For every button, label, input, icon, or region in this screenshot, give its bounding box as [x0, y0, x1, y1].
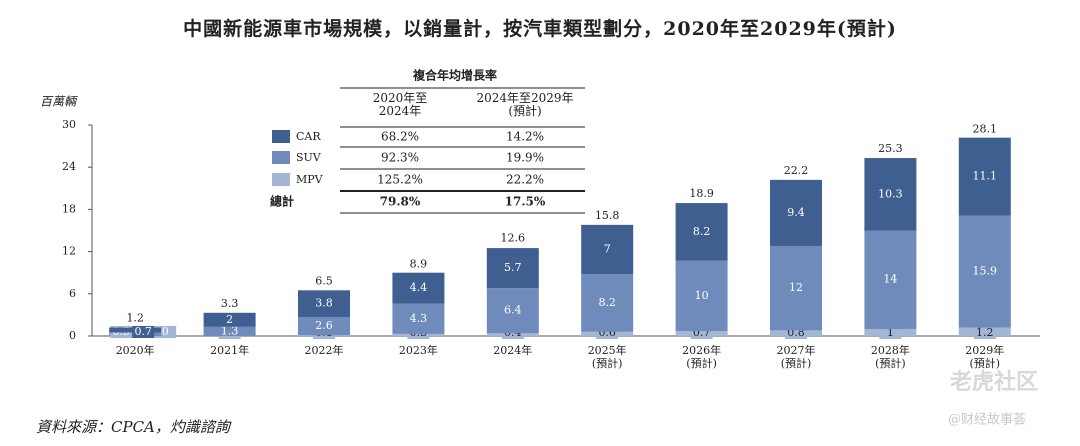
- legend-label: CAR: [296, 130, 321, 143]
- data-label: 11.1: [973, 170, 998, 183]
- bar-segment: [486, 288, 539, 334]
- data-label: 10: [695, 289, 709, 302]
- y-tick-label: 12: [62, 245, 76, 258]
- total-label: 12.6: [501, 231, 526, 244]
- y-axis-label: 百萬輛: [40, 95, 78, 109]
- source: 資料來源：CPCA，灼識諮詢: [36, 418, 232, 436]
- table-cell: 19.9%: [506, 151, 544, 165]
- bar-segment: [486, 248, 539, 289]
- x-tick-label: 2025年 (預計): [587, 344, 627, 370]
- data-label: 15.9: [973, 265, 998, 278]
- data-label: 1.3: [221, 324, 239, 337]
- legend-label: SUV: [296, 151, 322, 164]
- data-label: 9.4: [787, 206, 805, 219]
- total-label: 1.2: [126, 312, 144, 325]
- bar-segment: [770, 179, 822, 246]
- total-label: 8.9: [410, 257, 428, 270]
- data-label: 1: [887, 326, 894, 339]
- legend-swatch: [272, 173, 290, 186]
- bar-segment: [581, 274, 634, 332]
- data-label: 12: [789, 281, 803, 294]
- legend-swatch: [272, 130, 290, 143]
- bar-segment: [203, 326, 256, 336]
- x-tick-label: 2023年: [398, 344, 438, 357]
- bar-segment: [958, 215, 1011, 328]
- bar-segment: [203, 312, 256, 327]
- data-label: 2.6: [315, 319, 333, 332]
- bar-segment: [298, 290, 350, 318]
- data-label: 8.2: [598, 296, 616, 309]
- total-label: 22.2: [784, 164, 809, 177]
- table-row-label: 總計: [270, 194, 294, 209]
- watermark: @财经故事荟: [948, 413, 1026, 428]
- x-tick-label: 2029年 (預計): [965, 344, 1005, 370]
- table-cell: 22.2%: [506, 173, 544, 187]
- bar-segment: [298, 317, 350, 336]
- data-label: 10.3: [878, 187, 903, 200]
- data-label: 0: [162, 325, 169, 338]
- data-label: 8.2: [693, 225, 711, 238]
- table-cell: 14.2%: [506, 130, 544, 144]
- chart-title: 中國新能源車市場規模，以銷量計，按汽車類型劃分，2020年至2029年(預計): [183, 17, 897, 40]
- table-header: 2020年至 2024年: [372, 91, 428, 118]
- label-bg: [879, 327, 902, 339]
- data-label: 0.7: [134, 325, 152, 338]
- data-label: 4.3: [410, 312, 428, 325]
- bar-segment: [392, 303, 445, 334]
- data-label: 14: [883, 273, 897, 286]
- label-bg: [132, 326, 155, 338]
- data-label: 5.7: [504, 261, 522, 274]
- bar-segment: [864, 158, 917, 231]
- total-label: 6.5: [315, 274, 333, 287]
- bar-segment: [581, 224, 634, 275]
- table-cell: 92.3%: [381, 151, 419, 165]
- x-tick-label: 2028年 (預計): [870, 344, 910, 370]
- y-tick-label: 0: [69, 329, 76, 342]
- bar-segment: [392, 272, 445, 304]
- y-tick-label: 6: [69, 287, 76, 300]
- x-tick-label: 2020年: [115, 344, 155, 357]
- data-label: 4.4: [410, 281, 428, 294]
- x-tick-label: 2022年: [304, 344, 344, 357]
- watermark: 老虎社区: [949, 369, 1038, 395]
- table-cell: 125.2%: [377, 173, 423, 187]
- legend-label: MPV: [296, 173, 324, 186]
- total-label: 3.3: [221, 297, 239, 310]
- table-title: 複合年均增長率: [412, 68, 497, 83]
- data-label: 3.8: [315, 297, 333, 310]
- x-tick-label: 2021年: [210, 344, 250, 357]
- data-label: 7: [604, 242, 611, 255]
- bar-segment: [958, 137, 1011, 216]
- x-tick-label: 2024年: [493, 344, 533, 357]
- x-tick-label: 2026年 (預計): [682, 344, 722, 370]
- table-cell: 79.8%: [380, 195, 421, 209]
- data-label: 6.4: [504, 304, 522, 317]
- bar-segment: [770, 245, 822, 331]
- total-label: 18.9: [689, 187, 714, 200]
- bar-segment: [675, 260, 728, 332]
- bar-segment: [675, 203, 728, 261]
- legend-swatch: [272, 151, 290, 164]
- data-label: 1.2: [976, 326, 994, 339]
- y-tick-label: 18: [62, 202, 76, 215]
- bar-segment: [864, 230, 917, 329]
- x-tick-label: 2027年 (預計): [776, 344, 816, 370]
- table-cell: 68.2%: [381, 130, 419, 144]
- total-label: 15.8: [595, 209, 620, 222]
- data-label: 2: [226, 313, 233, 326]
- total-label: 25.3: [878, 142, 903, 155]
- y-tick-label: 24: [62, 160, 76, 173]
- label-bg: [973, 327, 996, 339]
- table-cell: 17.5%: [505, 195, 546, 209]
- table-header: 2024年至2029年 (預計): [476, 91, 574, 118]
- y-tick-label: 30: [62, 118, 76, 131]
- total-label: 28.1: [973, 122, 998, 135]
